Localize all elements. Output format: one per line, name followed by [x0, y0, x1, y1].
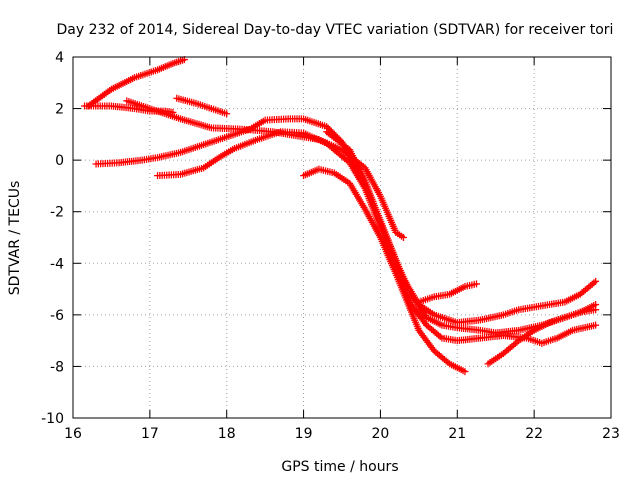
- chart-title: Day 232 of 2014, Sidereal Day-to-day VTE…: [57, 22, 614, 38]
- x-tick-label: 20: [372, 426, 390, 442]
- data-point-marker: [473, 280, 480, 288]
- plot-frame: [72, 56, 612, 419]
- y-tick-label: -10: [41, 411, 64, 427]
- data-point-marker: [592, 306, 600, 314]
- axis-layer: 16 17 18 19 20 21 22 23 -10 -8 -6 -4 -2 0 2 4: [41, 50, 620, 442]
- y-tick-label: -8: [50, 359, 64, 375]
- x-tick-label: 21: [448, 426, 466, 442]
- x-tick-label: 23: [602, 426, 620, 442]
- series-track-e: [92, 115, 600, 327]
- data-point-marker: [592, 321, 600, 329]
- x-axis-title: GPS time / hours: [281, 459, 398, 475]
- y-tick-label: 0: [55, 153, 64, 169]
- y-axis-title: SDTVAR / TECUs: [7, 181, 23, 296]
- data-point-marker: [592, 277, 600, 285]
- x-tick-label: 19: [295, 426, 313, 442]
- y-tick-label: -6: [50, 308, 64, 324]
- y-tick-label: -4: [50, 256, 64, 272]
- x-tick-label: 17: [141, 426, 159, 442]
- data-point-marker: [223, 110, 231, 118]
- series-track-g: [300, 165, 469, 376]
- y-tick-label: 2: [55, 102, 64, 118]
- x-tick-label: 16: [64, 426, 82, 442]
- x-tick-label: 18: [218, 426, 236, 442]
- series-track-j: [484, 306, 600, 368]
- marker-layer: [81, 56, 600, 376]
- series-track-i: [415, 280, 480, 306]
- data-point-marker: [461, 368, 469, 376]
- series-track-c: [173, 94, 231, 118]
- data-point-marker: [399, 234, 407, 241]
- y-tick-label: 4: [55, 50, 64, 66]
- y-tick-label: -2: [50, 205, 64, 221]
- x-tick-label: 22: [525, 426, 543, 442]
